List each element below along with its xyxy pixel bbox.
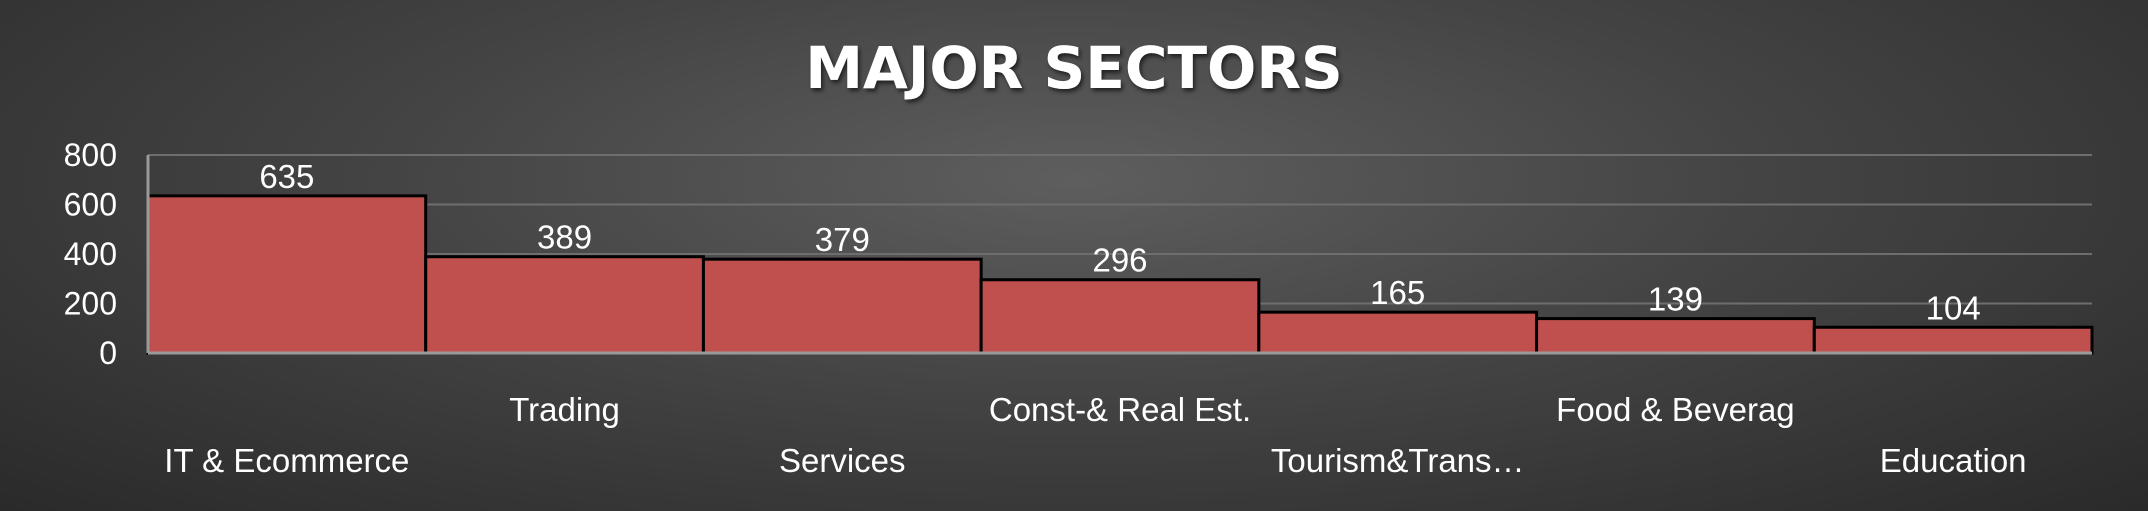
chart-title: MAJOR SECTORS bbox=[805, 34, 1343, 102]
bar bbox=[979, 278, 1261, 355]
bar bbox=[424, 255, 705, 355]
category-labels: IT & Ecommerce Trading Services Const-& Rea… bbox=[164, 391, 2026, 479]
bar bbox=[701, 257, 983, 355]
x-category-label: Education bbox=[1880, 442, 2027, 479]
x-category-label: Tourism&Trans… bbox=[1271, 442, 1525, 479]
y-tick-label: 400 bbox=[64, 236, 117, 272]
data-label: 139 bbox=[1648, 281, 1703, 318]
data-label: 635 bbox=[259, 158, 314, 195]
y-tick-label: 0 bbox=[99, 335, 117, 371]
data-label: 104 bbox=[1926, 289, 1981, 326]
y-axis-ticks: 0 200 400 600 800 bbox=[64, 137, 117, 371]
bar bbox=[1812, 325, 2094, 355]
x-category-label: Food & Beverag bbox=[1556, 391, 1794, 428]
data-label: 296 bbox=[1092, 242, 1147, 279]
data-label: 379 bbox=[815, 221, 870, 258]
bar bbox=[1257, 310, 1539, 355]
y-tick-label: 800 bbox=[64, 137, 117, 173]
x-category-label: IT & Ecommerce bbox=[164, 442, 409, 479]
y-tick-label: 200 bbox=[64, 286, 117, 322]
bar bbox=[146, 194, 428, 355]
x-category-label: Services bbox=[779, 442, 906, 479]
data-label: 389 bbox=[537, 219, 592, 256]
axes bbox=[146, 155, 2092, 355]
y-tick-label: 600 bbox=[64, 187, 117, 223]
bar bbox=[1535, 317, 1816, 355]
x-category-label: Trading bbox=[509, 391, 620, 428]
data-label: 165 bbox=[1370, 274, 1425, 311]
data-labels: 635 389 379 296 165 139 104 bbox=[259, 158, 1980, 326]
x-category-label: Const-& Real Est. bbox=[989, 391, 1251, 428]
